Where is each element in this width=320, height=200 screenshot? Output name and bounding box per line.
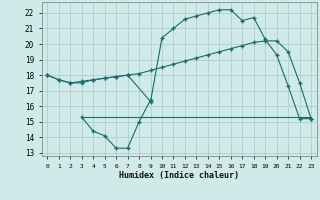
X-axis label: Humidex (Indice chaleur): Humidex (Indice chaleur) [119, 171, 239, 180]
